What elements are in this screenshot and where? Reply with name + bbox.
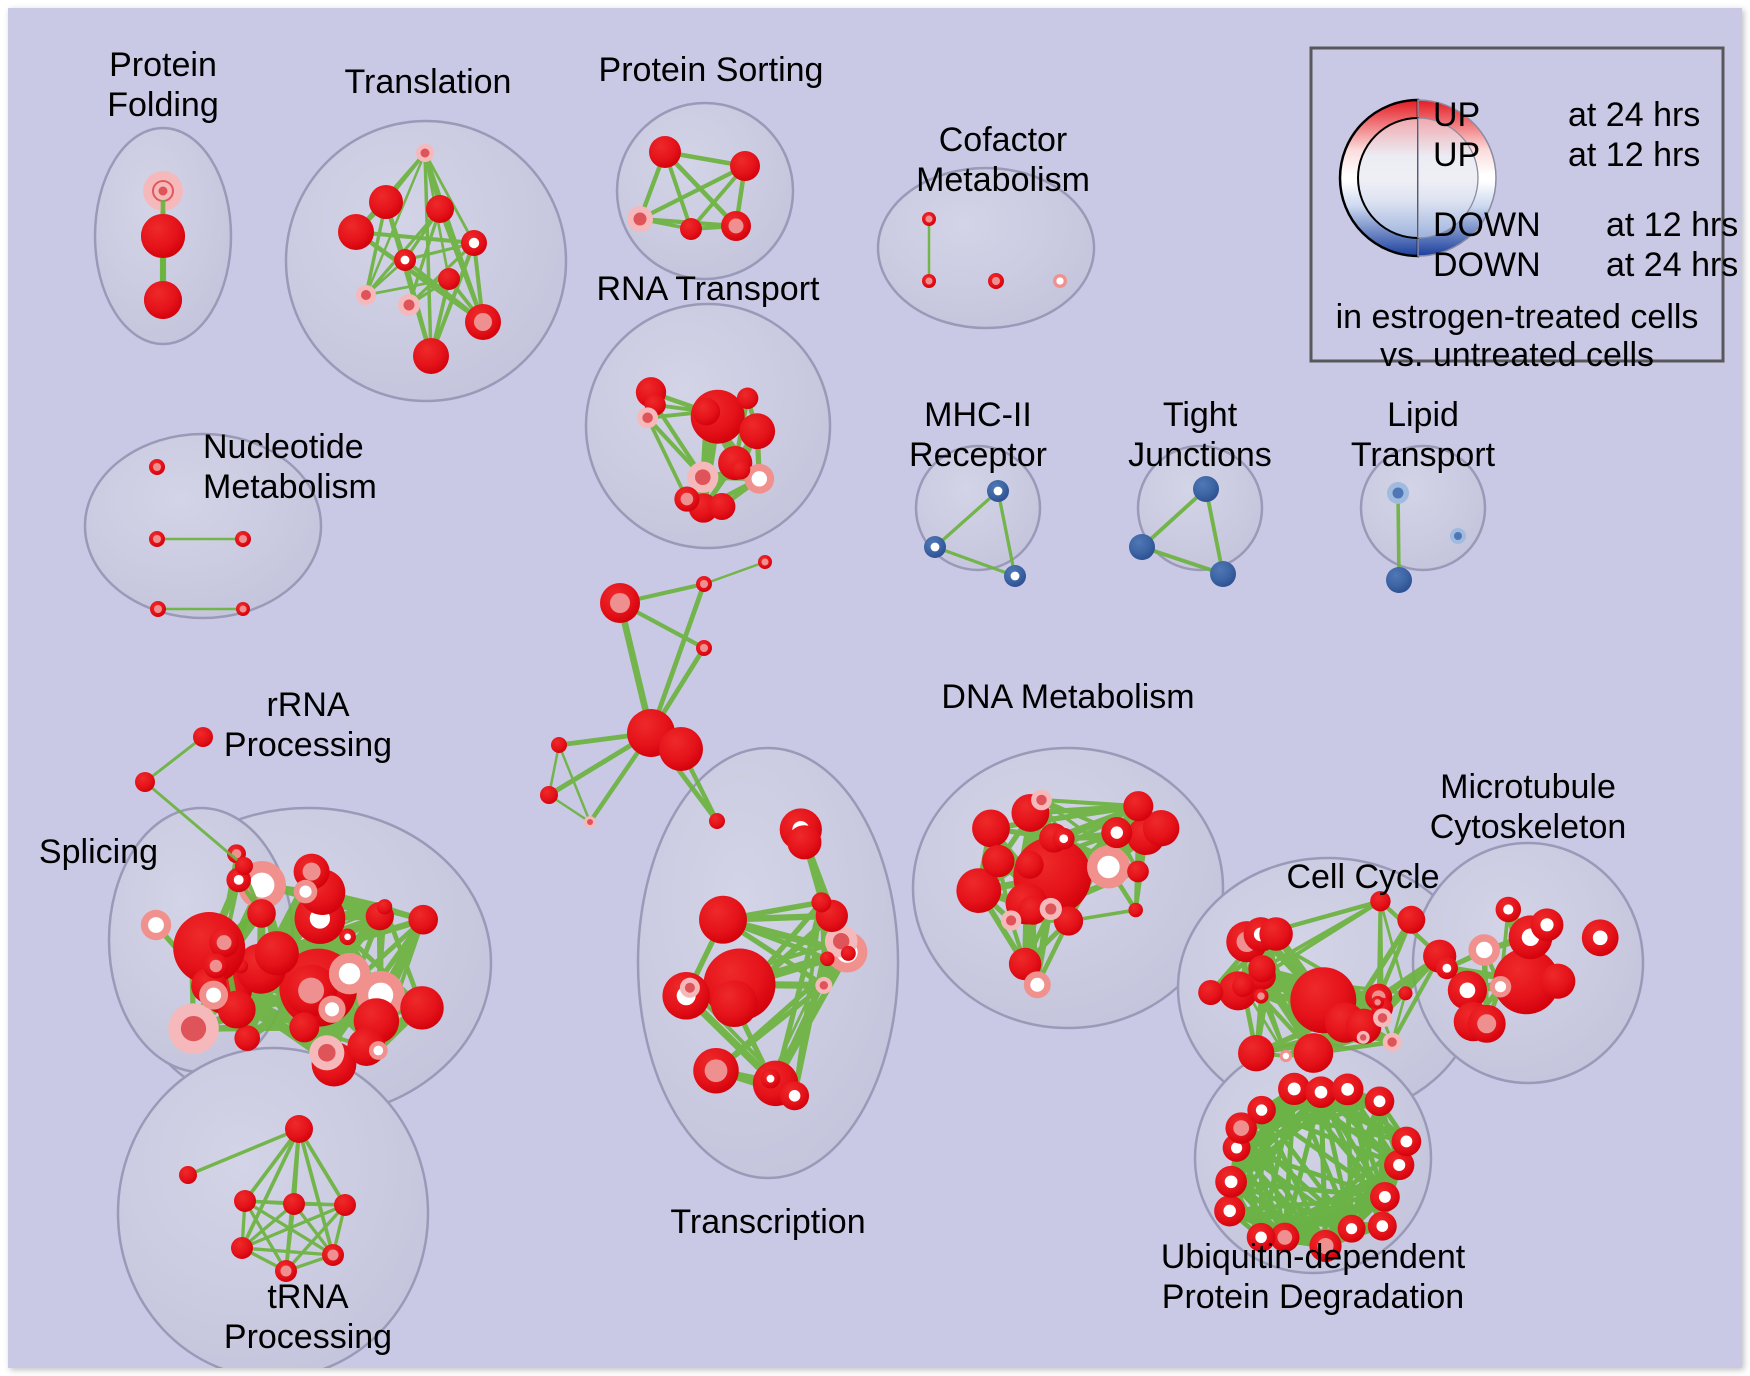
svg-text:Metabolism: Metabolism (916, 161, 1090, 199)
svg-text:Cytoskeleton: Cytoskeleton (1430, 808, 1627, 846)
svg-text:Folding: Folding (107, 86, 219, 124)
svg-text:tRNA: tRNA (267, 1278, 349, 1316)
svg-text:Transport: Transport (1351, 436, 1496, 474)
svg-text:Transcription: Transcription (670, 1203, 865, 1241)
svg-text:Lipid: Lipid (1387, 396, 1459, 434)
svg-text:MHC-II: MHC-II (924, 396, 1032, 434)
svg-text:Microtubule: Microtubule (1440, 768, 1616, 806)
svg-text:Junctions: Junctions (1128, 436, 1272, 474)
svg-text:Metabolism: Metabolism (203, 468, 377, 506)
svg-text:Splicing: Splicing (39, 833, 158, 871)
svg-text:UP: UP (1433, 136, 1480, 174)
svg-text:Tight: Tight (1163, 396, 1238, 434)
svg-text:DOWN: DOWN (1433, 246, 1541, 284)
svg-text:Cofactor: Cofactor (939, 121, 1068, 159)
svg-text:Protein Degradation: Protein Degradation (1162, 1278, 1464, 1316)
svg-text:Ubiquitin-dependent: Ubiquitin-dependent (1161, 1238, 1466, 1276)
svg-text:at 12 hrs: at 12 hrs (1568, 136, 1700, 174)
svg-text:at 24 hrs: at 24 hrs (1606, 246, 1738, 284)
svg-text:UP: UP (1433, 96, 1480, 134)
svg-text:Protein: Protein (109, 46, 217, 84)
svg-text:Processing: Processing (224, 1318, 392, 1356)
svg-text:DNA Metabolism: DNA Metabolism (941, 678, 1194, 716)
svg-text:DOWN: DOWN (1433, 206, 1541, 244)
svg-text:Nucleotide: Nucleotide (203, 428, 364, 466)
svg-text:vs. untreated cells: vs. untreated cells (1380, 336, 1654, 374)
svg-text:Translation: Translation (345, 63, 512, 101)
svg-text:rRNA: rRNA (266, 686, 349, 724)
svg-text:Receptor: Receptor (909, 436, 1047, 474)
svg-text:at 24 hrs: at 24 hrs (1568, 96, 1700, 134)
svg-text:RNA Transport: RNA Transport (597, 270, 821, 308)
svg-text:Processing: Processing (224, 726, 392, 764)
svg-text:Cell Cycle: Cell Cycle (1286, 858, 1439, 896)
svg-text:in estrogen-treated cells: in estrogen-treated cells (1336, 298, 1699, 336)
svg-text:at 12 hrs: at 12 hrs (1606, 206, 1738, 244)
svg-text:Protein Sorting: Protein Sorting (599, 51, 824, 89)
